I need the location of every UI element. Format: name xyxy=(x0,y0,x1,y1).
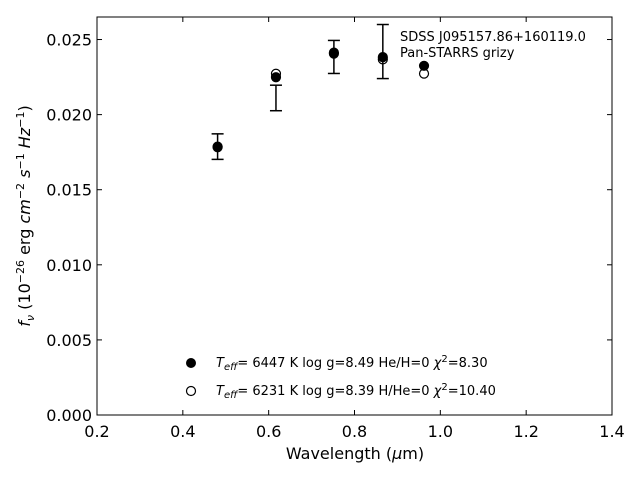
markers xyxy=(212,47,430,153)
x-tick-label: 0.4 xyxy=(170,422,195,441)
y-axis-label: fν (10−26 erg cm−2 s−1 Hz−1) xyxy=(14,105,37,326)
model-point-filled xyxy=(270,72,282,83)
x-axis-label: Wavelength (μm) xyxy=(286,444,424,463)
legend-entry-1: Teff= 6447 K log g=8.49 He/H=0 χ2=8.30 xyxy=(216,354,488,373)
y-tick-label: 0.005 xyxy=(46,331,92,350)
model-point-open xyxy=(270,68,282,79)
x-tick-label: 1.4 xyxy=(599,422,624,441)
y-tick-label: 0.010 xyxy=(46,256,92,275)
annotation-survey: Pan-STARRS grizy xyxy=(400,46,515,61)
error-bars xyxy=(211,23,389,161)
model-point-open xyxy=(212,141,223,152)
model-point-open xyxy=(377,54,388,65)
ticks: 0.2 0.4 0.6 0.8 1.0 1.2 1.4 0.000 0.005 0.010 0.01… xyxy=(46,17,625,441)
y-tick-label: 0.015 xyxy=(46,181,92,200)
x-tick-label: 0.8 xyxy=(342,422,367,441)
x-tick-label: 0.6 xyxy=(256,422,281,441)
y-tick-label: 0.025 xyxy=(46,31,92,50)
legend-marker-open xyxy=(185,385,197,397)
x-tick-label: 1.0 xyxy=(428,422,453,441)
x-tick-label: 0.2 xyxy=(84,422,109,441)
legend: Teff= 6447 K log g=8.49 He/H=0 χ2=8.30 T… xyxy=(185,354,496,401)
annotation-object: SDSS J095157.86+160119.0 xyxy=(400,30,586,45)
x-tick-label: 1.2 xyxy=(513,422,538,441)
y-tick-label: 0.020 xyxy=(46,106,92,125)
legend-entry-2: Teff= 6231 K log g=8.39 H/He=0 χ2=10.40 xyxy=(216,382,496,401)
model-point-open xyxy=(328,48,339,59)
model-point-filled xyxy=(418,60,430,71)
legend-marker-filled xyxy=(186,358,196,368)
y-tick-label: 0.000 xyxy=(46,406,92,425)
model-point-open xyxy=(418,68,430,79)
